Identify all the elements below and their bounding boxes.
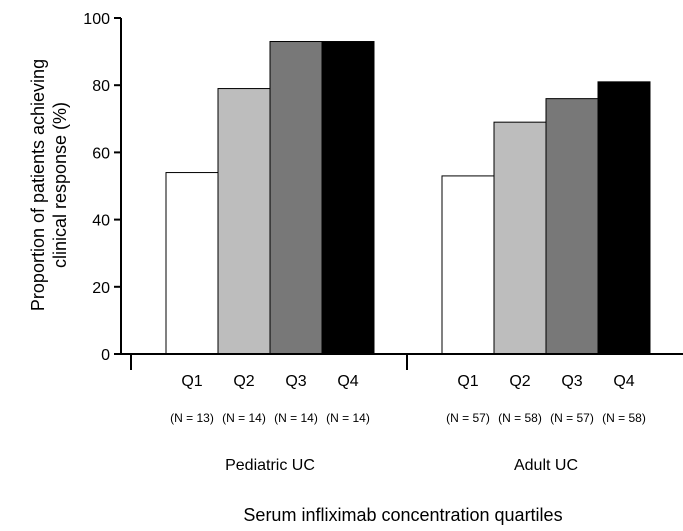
n-label-adult-uc-q3: (N = 57) — [550, 411, 594, 425]
bar-pediatric-uc-q3 — [269, 41, 323, 355]
group-label-adult-uc: Adult UC — [514, 457, 578, 474]
n-label-pediatric-uc-q4: (N = 14) — [326, 411, 370, 425]
bar-pediatric-uc-q1 — [165, 172, 219, 355]
labels-layer: 0 20 40 60 80 100 Q1 (N = 13) Q2 (N = 14) Q3 (N = 1… — [28, 11, 646, 525]
n-label-adult-uc-q4: (N = 58) — [602, 411, 646, 425]
x-axis-title: Serum infliximab concentration quartiles — [243, 505, 562, 525]
y-tick-label-80: 80 — [92, 78, 110, 95]
y-axis-title-line-1: Proportion of patients achieving — [28, 59, 48, 311]
y-tick-label-0: 0 — [101, 347, 110, 364]
n-label-adult-uc-q2: (N = 58) — [498, 411, 542, 425]
x-tick-label-adult-uc-q4: Q4 — [613, 373, 634, 390]
y-axis-title-line-2: clinical response (%) — [50, 102, 70, 268]
axes-layer — [114, 17, 683, 370]
group-label-pediatric-uc: Pediatric UC — [225, 457, 315, 474]
y-tick-label-60: 60 — [92, 145, 110, 162]
x-tick-label-pediatric-uc-q4: Q4 — [337, 373, 358, 390]
bar-adult-uc-q3 — [545, 98, 599, 355]
x-tick-label-adult-uc-q3: Q3 — [561, 373, 582, 390]
y-axis-title: Proportion of patients achieving clinical… — [28, 59, 70, 311]
x-tick-label-pediatric-uc-q2: Q2 — [233, 373, 254, 390]
y-tick-label-20: 20 — [92, 280, 110, 297]
n-label-pediatric-uc-q1: (N = 13) — [170, 411, 214, 425]
x-tick-label-adult-uc-q2: Q2 — [509, 373, 530, 390]
bar-adult-uc-q4 — [597, 81, 651, 355]
x-tick-label-pediatric-uc-q3: Q3 — [285, 373, 306, 390]
n-label-pediatric-uc-q2: (N = 14) — [222, 411, 266, 425]
bar-pediatric-uc-q4 — [321, 41, 375, 355]
n-label-pediatric-uc-q3: (N = 14) — [274, 411, 318, 425]
bar-pediatric-uc-q2 — [217, 88, 271, 355]
y-tick-label-40: 40 — [92, 213, 110, 230]
bar-adult-uc-q1 — [441, 175, 495, 355]
x-tick-label-adult-uc-q1: Q1 — [457, 373, 478, 390]
bar-adult-uc-q2 — [493, 121, 547, 355]
x-tick-label-pediatric-uc-q1: Q1 — [181, 373, 202, 390]
y-tick-label-100: 100 — [83, 11, 110, 28]
bars-layer — [165, 41, 651, 355]
n-label-adult-uc-q1: (N = 57) — [446, 411, 490, 425]
